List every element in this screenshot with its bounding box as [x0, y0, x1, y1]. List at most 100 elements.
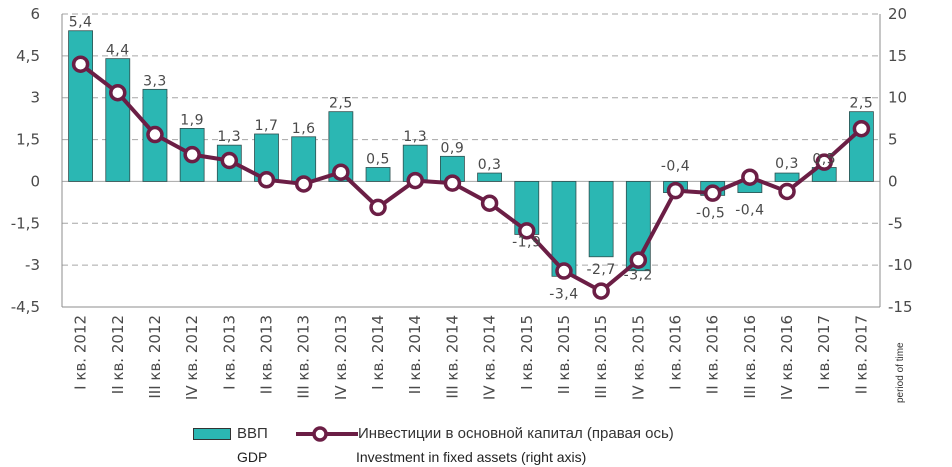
gdp-data-label: -3,2: [624, 268, 653, 284]
category-label: I кв. 2016: [667, 315, 685, 390]
right-tick-label: 15: [888, 47, 907, 65]
left-tick-label: 4,5: [16, 47, 40, 65]
gdp-bar: [774, 172, 800, 182]
gdp-data-label: -0,4: [735, 203, 764, 219]
investment-point: [406, 171, 424, 190]
legend-investment-label: Инвестиции в основной капитал (правая ос…: [358, 425, 674, 442]
gdp-data-label: -0,5: [696, 205, 725, 221]
gdp-bar: [625, 181, 651, 272]
category-labels: I кв. 2012 II кв. 2012 III кв. 2012 IV кв. …: [72, 315, 871, 400]
category-label: IV кв. 2013: [332, 315, 350, 400]
investment-point: [741, 168, 759, 186]
gdp-data-label: 0,5: [812, 151, 836, 167]
right-tick-label: 10: [888, 89, 907, 107]
right-tick-label: -15: [888, 298, 913, 316]
category-label: III кв. 2016: [741, 315, 759, 399]
investment-point: [852, 119, 871, 138]
right-tick-label: -10: [888, 256, 913, 274]
gdp-data-label: 0,9: [441, 140, 465, 156]
gdp-bar: [68, 30, 93, 182]
category-label: I кв. 2015: [518, 315, 536, 390]
category-label: I кв. 2012: [72, 315, 90, 390]
category-label: III кв. 2015: [592, 315, 610, 399]
gdp-data-label: 2,5: [850, 96, 874, 112]
gdp-bar: [365, 167, 391, 182]
gdp-bar: [477, 172, 502, 182]
investment-point: [666, 181, 685, 200]
right-axis-ticks: -15 -10 -5 0 5 10 15 20: [888, 5, 913, 316]
category-label: I кв. 2014: [369, 315, 387, 390]
investment-point: [480, 194, 499, 212]
investment-point: [369, 198, 387, 217]
gdp-data-label: 1,3: [403, 129, 427, 145]
data-labels: 5,4 4,4 3,3 1,9 1,3 1,7 1,6 2,5 0,5 1,3 0,9 0,3 -1,9…: [69, 15, 874, 303]
axes: [61, 14, 881, 308]
category-label: II кв. 2015: [555, 315, 573, 394]
category-label: IV кв. 2016: [778, 315, 796, 400]
gdp-bar: [588, 181, 614, 258]
gdp-data-label: -3,4: [549, 286, 578, 302]
gdp-bar: [291, 136, 317, 182]
gdp-data-label: -1,9: [512, 234, 541, 250]
gdp-data-label: 0,3: [775, 156, 799, 172]
left-tick-label: 1,5: [16, 131, 40, 149]
right-tick-label: 20: [888, 5, 907, 23]
gdp-data-label: 1,3: [217, 129, 241, 145]
gdp-data-label: 2,5: [329, 96, 353, 112]
investment-line-path: [79, 62, 863, 294]
investment-point: [220, 151, 239, 170]
gdp-bar: [105, 58, 131, 182]
gdp-data-label: 0,3: [478, 157, 502, 173]
investment-point: [257, 171, 276, 189]
gdp-data-label: 1,6: [292, 121, 316, 137]
investment-point: [71, 55, 90, 73]
left-axis-ticks: -4,5 -3 -1,5 0 1,5 3 4,5 6: [11, 5, 40, 316]
investment-point: [332, 163, 350, 181]
category-label: IV кв. 2015: [629, 315, 647, 400]
category-label: IV кв. 2014: [481, 315, 499, 400]
right-tick-label: 5: [888, 131, 898, 149]
investment-point: [555, 262, 573, 280]
left-tick-label: -4,5: [11, 298, 40, 316]
legend-gdp-label: ВВП: [237, 425, 268, 442]
left-tick-label: -3: [25, 256, 40, 274]
category-label: II кв. 2017: [852, 315, 870, 394]
investment-point: [778, 182, 796, 201]
investment-line: [71, 55, 871, 300]
left-tick-label: -1,5: [11, 214, 40, 232]
right-tick-label: 0: [888, 172, 898, 190]
investment-point: [146, 125, 164, 144]
category-label: II кв. 2012: [109, 315, 127, 394]
legend-gdp-swatch: [193, 428, 231, 440]
category-label: I кв. 2017: [815, 315, 833, 390]
gdp-data-label: 3,3: [143, 73, 167, 89]
investment-point: [109, 83, 127, 102]
investment-point: [183, 145, 201, 164]
right-tick-label: -5: [888, 214, 903, 232]
legend-investment-label-en: Investment in fixed assets (right axis): [356, 449, 587, 465]
x-axis-side-label: period of time: [895, 342, 906, 403]
left-tick-label: 3: [30, 89, 40, 107]
investment-point: [518, 222, 536, 240]
investment-point: [703, 184, 722, 202]
category-label: IV кв. 2012: [183, 315, 201, 400]
category-label: III кв. 2013: [295, 315, 313, 399]
category-label: III кв. 2012: [146, 315, 164, 399]
category-label: III кв. 2014: [443, 315, 461, 399]
category-label: II кв. 2016: [704, 315, 722, 394]
investment-point: [294, 175, 313, 193]
gdp-data-label: 1,7: [255, 118, 279, 134]
left-tick-label: 6: [30, 5, 40, 23]
left-tick-label: 0: [30, 172, 40, 190]
gdp-data-label: 0,5: [366, 151, 390, 167]
category-label: II кв. 2014: [406, 315, 424, 394]
investment-point: [443, 174, 462, 192]
gdp-data-label: 4,4: [106, 43, 130, 59]
legend-investment-swatch: [296, 426, 358, 442]
category-label: I кв. 2013: [220, 315, 238, 390]
category-label: II кв. 2013: [258, 315, 276, 394]
investment-point: [592, 282, 610, 300]
gdp-data-label: 1,9: [180, 112, 204, 128]
gdp-data-label: -2,7: [586, 262, 615, 278]
